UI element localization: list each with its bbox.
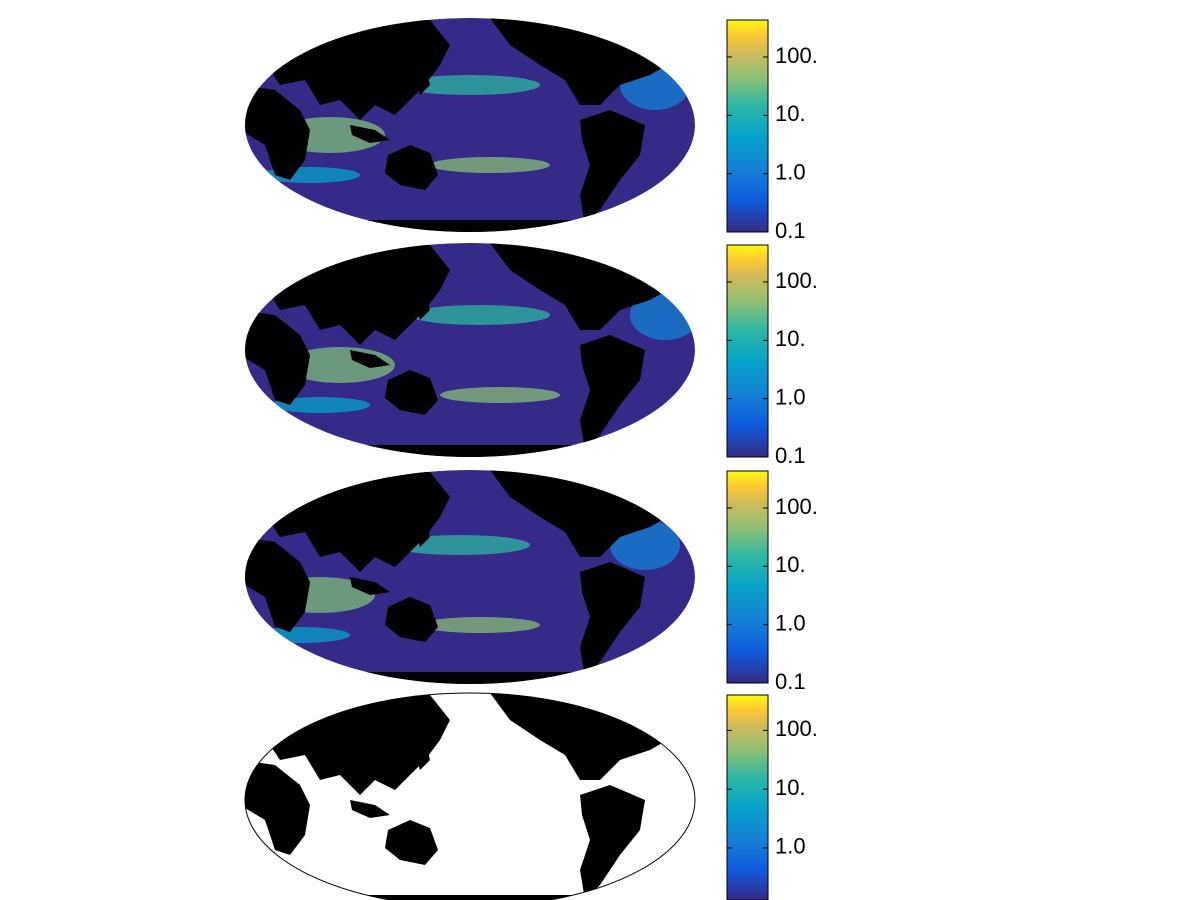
colorbar-tick-label: 1.0 — [775, 834, 806, 859]
colorbar-tick-label: 0.1 — [775, 669, 806, 694]
colorbar-tick-label: 10. — [775, 326, 806, 351]
colorbar — [726, 244, 769, 458]
colorbar-tick-label: 10. — [775, 552, 806, 577]
colorbar-tick-label: 0.1 — [775, 443, 806, 468]
colorbar-tick-label: 100. — [775, 268, 818, 293]
colorbar-tick-label: 0.1 — [775, 218, 806, 243]
colorbar — [726, 19, 769, 233]
map-outline — [244, 692, 696, 900]
colorbar-tick-label: 1.0 — [775, 384, 806, 409]
colorbar-tick-label: 10. — [775, 775, 806, 800]
colorbar-tick-label: 1.0 — [775, 159, 806, 184]
colorbar-tick-label: 10. — [775, 101, 806, 126]
colorbar-tick-label: 100. — [775, 716, 818, 741]
map-panel — [245, 470, 695, 684]
map-panel — [245, 18, 695, 232]
colorbar — [726, 470, 769, 684]
colorbar — [726, 694, 769, 900]
colorbar-tick-label: 100. — [775, 494, 818, 519]
colorbar-tick-label: 1.0 — [775, 610, 806, 635]
colorbar-tick-label: 100. — [775, 43, 818, 68]
map-panel — [244, 692, 696, 900]
map-panel — [245, 243, 695, 457]
